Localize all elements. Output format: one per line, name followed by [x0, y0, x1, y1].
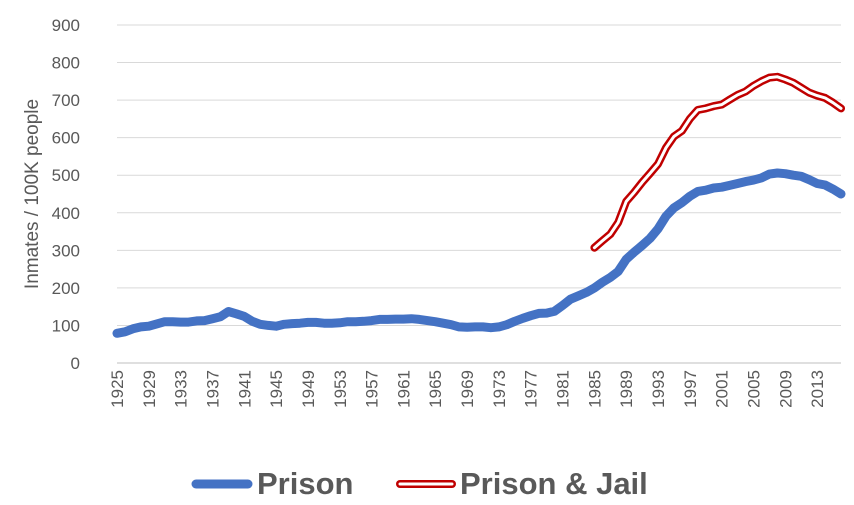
- y-tick-label: 900: [52, 16, 80, 35]
- y-tick-label: 800: [52, 54, 80, 73]
- x-tick-label: 1949: [299, 370, 318, 408]
- x-tick-label: 1977: [522, 370, 541, 408]
- x-tick-label: 1953: [331, 370, 350, 408]
- series-prison-and-jail: [590, 72, 845, 252]
- x-tick-label: 1945: [267, 370, 286, 408]
- x-tick-label: 1937: [203, 370, 222, 408]
- y-tick-label: 200: [52, 279, 80, 298]
- gridlines: [117, 24, 841, 326]
- series-line-core: [592, 75, 843, 250]
- x-tick-label: 2005: [744, 370, 763, 408]
- y-tick-label: 500: [52, 166, 80, 185]
- x-tick-label: 1985: [585, 370, 604, 408]
- y-tick-label: 600: [52, 129, 80, 148]
- legend: Prison Prison & Jail: [191, 466, 648, 501]
- series-prison: [112, 168, 846, 338]
- x-tick-label: 1929: [140, 370, 159, 408]
- x-tick-label: 1933: [172, 370, 191, 408]
- legend-label: Prison & Jail: [460, 466, 648, 501]
- y-axis-title: Inmates / 100K people: [22, 99, 43, 289]
- x-axis-ticks: 1925 1929 1933 1937 1941 1945 1949 1953 1957 1961…: [108, 370, 827, 408]
- series-layer: [112, 72, 846, 338]
- y-tick-label: 300: [52, 241, 80, 260]
- y-tick-label: 400: [52, 204, 80, 223]
- x-tick-label: 1957: [363, 370, 382, 408]
- y-tick-label: 100: [52, 316, 80, 335]
- x-tick-label: 1993: [649, 370, 668, 408]
- x-tick-label: 1997: [681, 370, 700, 408]
- y-tick-label: 700: [52, 91, 80, 110]
- legend-item-prison-and-jail: Prison & Jail: [396, 466, 648, 501]
- series-line-outline: [590, 72, 845, 252]
- x-tick-label: 1989: [617, 370, 636, 408]
- x-tick-label: 1961: [394, 370, 413, 408]
- x-tick-label: 1965: [426, 370, 445, 408]
- x-tick-label: 1941: [235, 370, 254, 408]
- x-tick-label: 1973: [490, 370, 509, 408]
- x-tick-label: 2009: [776, 370, 795, 408]
- y-tick-label: 0: [71, 354, 80, 373]
- x-tick-label: 1981: [554, 370, 573, 408]
- x-tick-label: 2013: [808, 370, 827, 408]
- x-tick-label: 2001: [713, 370, 732, 408]
- legend-label: Prison: [257, 466, 353, 501]
- x-tick-label: 1925: [108, 370, 127, 408]
- y-axis-ticks: 0 100 200 300 400 500 600 700 800 900: [52, 16, 80, 373]
- x-tick-label: 1969: [458, 370, 477, 408]
- series-line: [112, 168, 846, 338]
- legend-item-prison: Prison: [191, 466, 353, 501]
